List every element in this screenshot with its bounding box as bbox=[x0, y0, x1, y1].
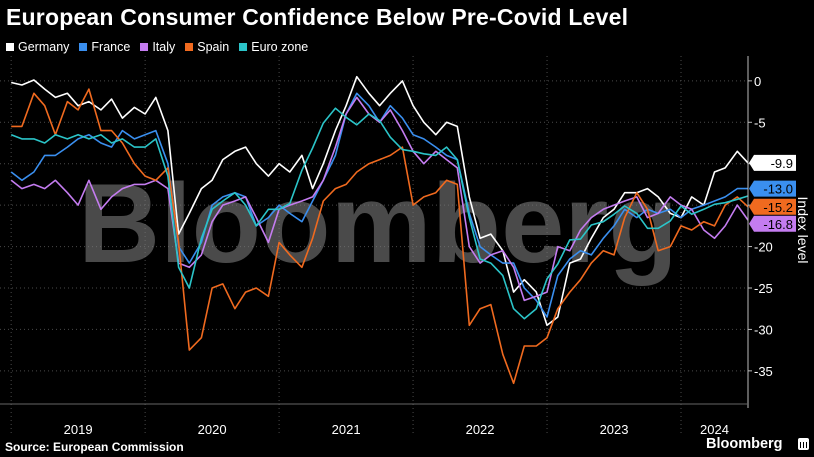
series-line-italy bbox=[10, 96, 749, 302]
end-label-value: -13.0 bbox=[763, 182, 793, 197]
y-tick-label: -5 bbox=[754, 115, 766, 130]
series-line-spain bbox=[11, 88, 749, 385]
x-tick-label: 2020 bbox=[198, 422, 227, 437]
end-label-tag bbox=[749, 215, 796, 232]
end-label-value: -16.8 bbox=[763, 217, 793, 232]
end-label-germany: -9.9 bbox=[749, 154, 796, 171]
legend-item-euro-zone: Euro zone bbox=[239, 40, 308, 54]
bloomberg-logo: Bloomberg bbox=[706, 436, 783, 452]
legend-swatch-germany bbox=[6, 43, 14, 51]
end-label-tag bbox=[749, 180, 796, 197]
legend-swatch-euro-zone bbox=[239, 43, 248, 51]
y-tick-label: -30 bbox=[754, 322, 773, 337]
legend-label-euro-zone: Euro zone bbox=[251, 40, 309, 54]
page-title: European Consumer Confidence Below Pre-C… bbox=[6, 4, 629, 30]
x-tick-label: 2019 bbox=[64, 422, 93, 437]
legend: Germany France Italy Spain Euro zone bbox=[6, 40, 308, 54]
legend-swatch-spain bbox=[185, 43, 194, 51]
y-axis: 0-5-10-15-20-25-30-35 bbox=[747, 56, 773, 408]
y-tick-label: -35 bbox=[754, 364, 773, 379]
bloomberg-terminal-icon bbox=[798, 438, 809, 450]
end-label-tag bbox=[749, 198, 796, 215]
x-tick-label: 2023 bbox=[600, 422, 629, 437]
end-label-france: -13.0 bbox=[749, 180, 796, 197]
series-line-germany bbox=[11, 75, 749, 327]
x-tick-label: 2024 bbox=[700, 422, 729, 437]
end-labels: -9.9 -13.0 -15.2 -16.8 bbox=[749, 154, 796, 232]
end-label-italy: -16.8 bbox=[749, 215, 796, 232]
legend-label-italy: Italy bbox=[152, 40, 176, 54]
y-tick-label: -20 bbox=[754, 240, 773, 255]
series-line-euro-zone bbox=[10, 107, 749, 320]
legend-item-france: France bbox=[79, 40, 130, 54]
legend-item-germany: Germany bbox=[6, 40, 69, 54]
x-axis: 2019 2020 2021 2022 2023 2024 bbox=[0, 403, 748, 437]
legend-swatch-italy bbox=[140, 43, 149, 51]
y-tick-label: -25 bbox=[754, 281, 773, 296]
legend-swatch-france bbox=[79, 43, 88, 51]
x-tick-label: 2021 bbox=[332, 422, 361, 437]
x-tick-label: 2022 bbox=[466, 422, 495, 437]
y-tick-label: 0 bbox=[754, 74, 761, 89]
legend-label-spain: Spain bbox=[197, 40, 230, 54]
end-label-spain: -15.2 bbox=[749, 198, 796, 215]
legend-item-italy: Italy bbox=[140, 40, 175, 54]
end-label-value: -9.9 bbox=[771, 156, 793, 171]
end-label-tag bbox=[749, 154, 796, 171]
legend-label-france: France bbox=[91, 40, 131, 54]
series-lines bbox=[10, 75, 749, 385]
legend-item-spain: Spain bbox=[185, 40, 229, 54]
end-label-value: -15.2 bbox=[763, 200, 793, 215]
y-axis-title: Index level bbox=[795, 197, 811, 264]
legend-label-germany: Germany bbox=[18, 40, 70, 54]
source-note: Source: European Commission bbox=[5, 440, 184, 454]
grid-lines bbox=[0, 56, 748, 436]
